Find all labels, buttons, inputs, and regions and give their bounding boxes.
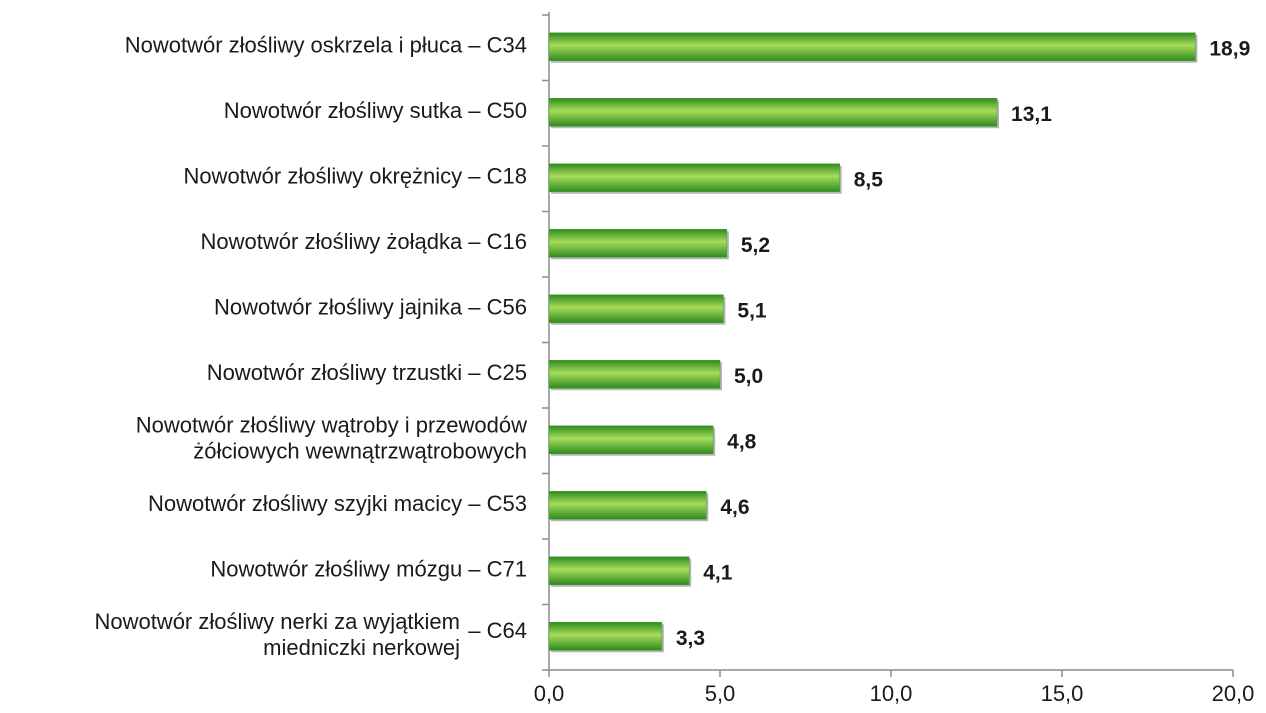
bar	[548, 294, 724, 323]
y-tick-label: żółciowych wewnątrzwątrobowych	[193, 439, 527, 464]
x-tick-label: 20,0	[1212, 681, 1255, 706]
value-label: 3,3	[676, 627, 705, 650]
value-label: 5,1	[737, 299, 767, 322]
value-label: 4,8	[727, 430, 757, 453]
value-label: 13,1	[1011, 103, 1052, 126]
bar	[548, 491, 707, 520]
y-tick-label: Nowotwór złośliwy oskrzela i płuca – C34	[125, 33, 527, 58]
y-tick-label: Nowotwór złośliwy szyjki macicy – C53	[148, 491, 527, 516]
bar	[548, 425, 714, 454]
bar	[548, 163, 840, 192]
y-tick-label: Nowotwór złośliwy okrężnicy – C18	[183, 164, 527, 189]
value-label: 4,6	[720, 496, 749, 519]
y-tick-label: Nowotwór złośliwy sutka – C50	[224, 98, 527, 123]
bar	[548, 360, 721, 389]
value-label: 4,1	[703, 561, 733, 584]
bar	[548, 98, 998, 127]
y-tick-label: – C64	[468, 618, 527, 643]
y-tick-label: Nowotwór złośliwy trzustki – C25	[207, 360, 527, 385]
value-label: 5,2	[741, 234, 770, 257]
y-tick-label: Nowotwór złośliwy żołądka – C16	[201, 229, 527, 254]
x-tick-label: 0,0	[534, 681, 565, 706]
value-label: 5,0	[734, 365, 763, 388]
bar	[548, 32, 1196, 61]
bar	[548, 229, 728, 258]
bar	[548, 622, 663, 651]
y-tick-label: miedniczki nerkowej	[263, 635, 460, 660]
bar	[548, 556, 690, 585]
y-tick-label: Nowotwór złośliwy mózgu – C71	[210, 557, 527, 582]
x-tick-label: 15,0	[1041, 681, 1084, 706]
x-tick-label: 5,0	[705, 681, 736, 706]
y-tick-label: Nowotwór złośliwy wątroby i przewodów	[136, 413, 527, 438]
value-label: 18,9	[1209, 37, 1250, 60]
y-tick-label: Nowotwór złośliwy jajnika – C56	[214, 295, 527, 320]
x-tick-label: 10,0	[870, 681, 913, 706]
y-tick-label: Nowotwór złośliwy nerki za wyjątkiem	[94, 609, 460, 634]
value-label: 8,5	[854, 168, 884, 191]
